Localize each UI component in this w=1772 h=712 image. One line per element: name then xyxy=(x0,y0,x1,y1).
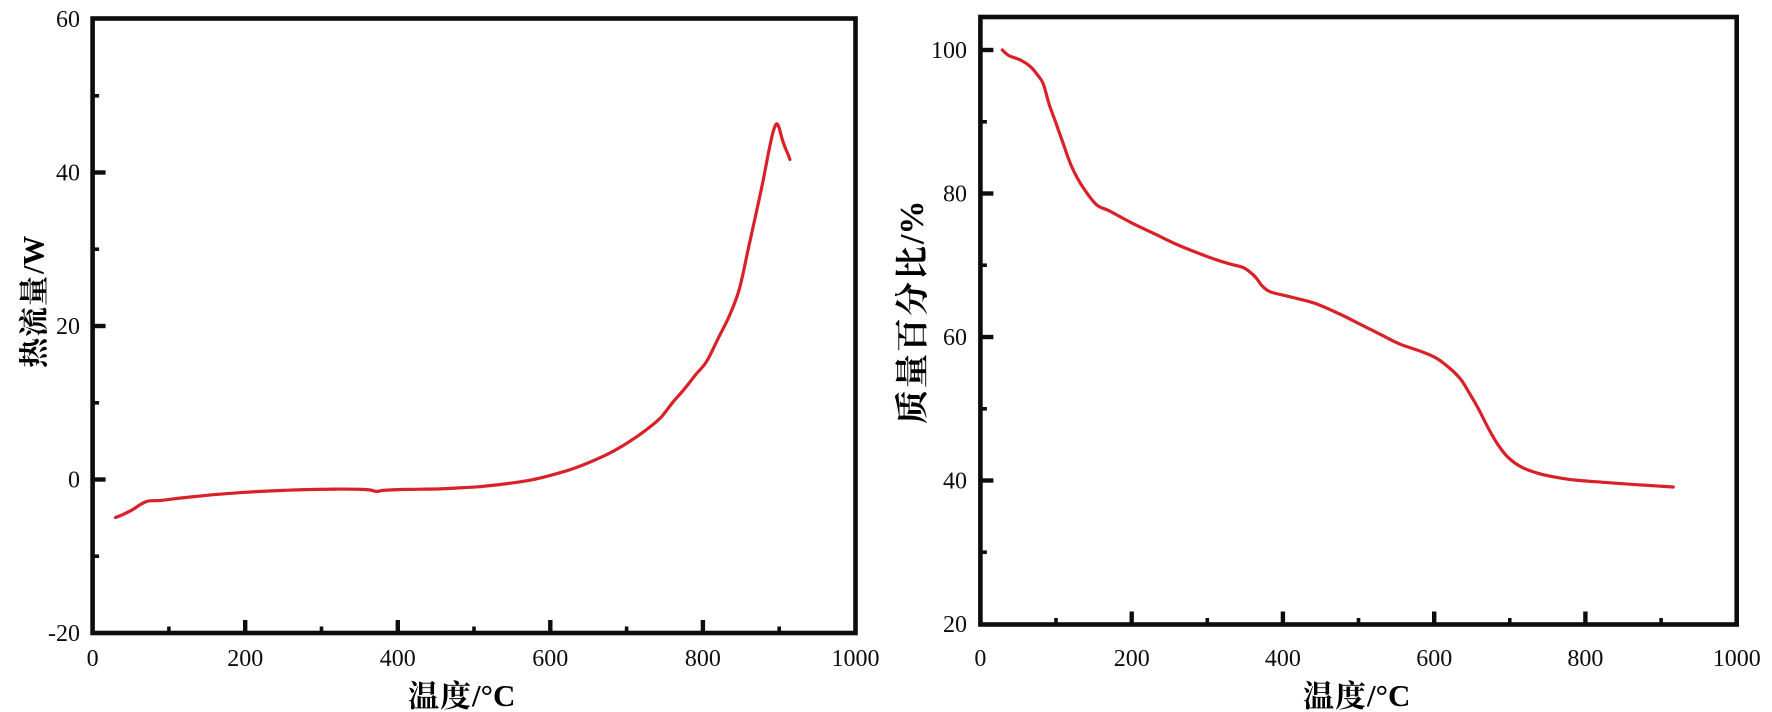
svg-text:60: 60 xyxy=(943,325,967,351)
svg-text:600: 600 xyxy=(532,646,568,672)
svg-text:40: 40 xyxy=(56,161,80,187)
svg-text:1000: 1000 xyxy=(1713,646,1761,672)
svg-text:400: 400 xyxy=(380,646,416,672)
svg-text:0: 0 xyxy=(974,646,986,672)
svg-text:800: 800 xyxy=(685,646,721,672)
svg-text:400: 400 xyxy=(1265,646,1301,672)
svg-text:80: 80 xyxy=(943,182,967,208)
svg-text:/W: /W xyxy=(18,236,51,275)
svg-text:200: 200 xyxy=(1114,646,1150,672)
svg-text:0: 0 xyxy=(68,468,80,494)
svg-text:/%: /% xyxy=(894,201,931,245)
svg-text:1000: 1000 xyxy=(832,646,880,672)
svg-text:800: 800 xyxy=(1567,646,1603,672)
svg-text:20: 20 xyxy=(56,314,80,340)
svg-text:40: 40 xyxy=(943,469,967,495)
svg-text:/°C: /°C xyxy=(471,678,515,712)
svg-text:/°C: /°C xyxy=(1366,678,1410,712)
svg-text:60: 60 xyxy=(56,7,80,33)
svg-text:-20: -20 xyxy=(48,621,80,647)
svg-text:20: 20 xyxy=(943,612,967,638)
svg-text:100: 100 xyxy=(931,38,967,64)
svg-text:200: 200 xyxy=(227,646,263,672)
svg-text:600: 600 xyxy=(1416,646,1452,672)
svg-text:0: 0 xyxy=(87,646,99,672)
